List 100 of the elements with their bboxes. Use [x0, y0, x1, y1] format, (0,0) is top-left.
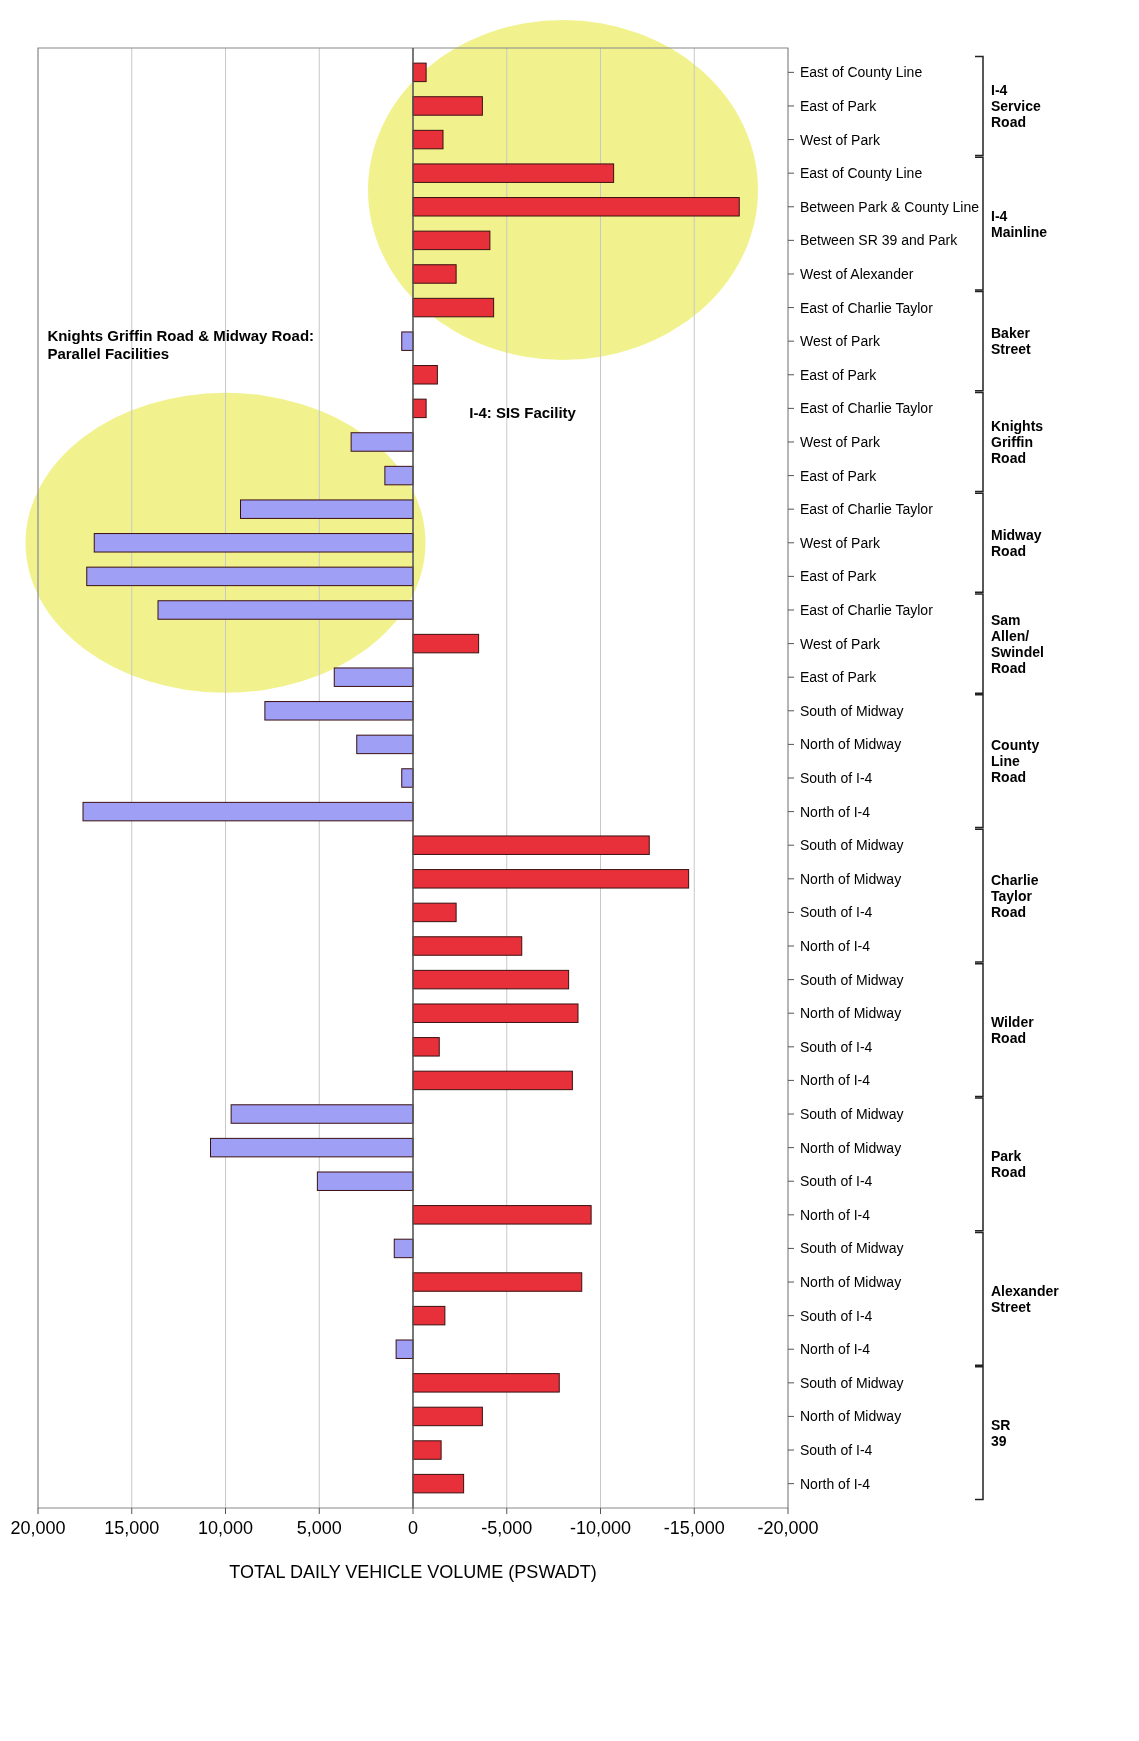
bar — [412, 1305, 446, 1326]
y-tick-label: West of Park — [800, 534, 881, 551]
bar — [412, 1473, 465, 1494]
y-tick-label: North of I-4 — [800, 1072, 871, 1089]
bar — [412, 365, 438, 385]
bar — [350, 432, 414, 452]
bar — [412, 869, 690, 889]
bar — [412, 1406, 483, 1427]
bar — [230, 1104, 414, 1124]
y-tick-label: East of Park — [800, 467, 878, 484]
bar — [412, 936, 523, 956]
y-tick-label: North of Midway — [800, 870, 902, 887]
bar — [412, 264, 457, 284]
bar — [395, 1339, 414, 1359]
text: Wilder Road — [991, 1014, 1035, 1047]
y-tick-label: Between Park & County Line — [800, 198, 980, 215]
text: I-4 Service Road — [991, 81, 1042, 130]
y-tick-label: East of Charlie Taylor — [800, 400, 934, 417]
y-tick-label: South of I-4 — [800, 1307, 873, 1324]
bar — [82, 801, 414, 822]
y-tick-label: North of Midway — [800, 1274, 902, 1291]
bar — [210, 1137, 414, 1158]
y-tick-label: East of Charlie Taylor — [800, 501, 934, 518]
y-tick-label: South of Midway — [800, 971, 904, 988]
bar — [412, 835, 650, 855]
y-tick-label: West of Park — [800, 635, 881, 652]
x-tick-label: 20,000 — [10, 1518, 66, 1538]
bar — [333, 667, 414, 687]
x-tick-label: -10,000 — [569, 1518, 632, 1538]
bar — [157, 600, 414, 620]
bar — [412, 297, 495, 318]
bar — [412, 633, 480, 654]
bar — [412, 197, 740, 217]
y-tick-label: Between SR 39 and Park — [800, 232, 959, 249]
y-tick-label: West of Alexander — [800, 265, 914, 282]
bar — [412, 902, 457, 923]
text: Midway Road — [991, 526, 1042, 559]
x-tick-label: 0 — [407, 1518, 419, 1538]
bar — [412, 129, 444, 150]
bar — [412, 969, 570, 990]
bar — [240, 499, 414, 519]
y-tick-label: East of Park — [800, 97, 878, 114]
bar — [93, 533, 414, 553]
text: Knights Griffin Road — [991, 417, 1044, 466]
bar — [384, 465, 414, 486]
y-tick-label: South of I-4 — [800, 904, 873, 921]
y-tick-label: South of Midway — [800, 837, 904, 854]
bar — [86, 566, 414, 587]
y-tick-label: North of I-4 — [800, 1341, 871, 1358]
text: Knights Griffin Road & Midway Road: Parallel Facilities — [47, 327, 315, 363]
text: Sam Allen/ Swindel Road — [991, 611, 1044, 676]
bar — [412, 1003, 579, 1023]
x-tick-label: 5,000 — [296, 1518, 342, 1538]
bar — [412, 1373, 560, 1393]
y-tick-label: East of County Line — [800, 165, 923, 182]
y-tick-label: South of Midway — [800, 1106, 904, 1123]
y-tick-label: West of Park — [800, 433, 881, 450]
y-tick-label: South of I-4 — [800, 770, 873, 786]
text: Park Road — [991, 1148, 1026, 1181]
y-tick-label: North of Midway — [800, 1005, 902, 1022]
bar — [356, 734, 414, 755]
bar — [401, 331, 414, 351]
y-tick-label: North of I-4 — [800, 803, 871, 820]
bar — [401, 768, 414, 788]
y-tick-label: East of Park — [800, 568, 878, 585]
y-tick-label: South of I-4 — [800, 1442, 873, 1459]
y-tick-label: South of I-4 — [800, 1173, 873, 1190]
y-tick-label: North of Midway — [800, 736, 902, 753]
bar — [412, 1272, 583, 1292]
y-tick-label: East of Park — [800, 366, 878, 383]
y-tick-label: North of I-4 — [800, 1206, 871, 1223]
bar — [412, 96, 483, 116]
y-tick-label: West of Park — [800, 333, 881, 350]
bar — [412, 398, 427, 419]
annotation: I-4: SIS Facility — [469, 404, 577, 422]
bar — [264, 701, 414, 721]
text: Charlie Taylor Road — [991, 871, 1039, 920]
bar — [412, 230, 491, 251]
text: Alexander Street — [991, 1282, 1060, 1315]
y-tick-label: South of Midway — [800, 1240, 904, 1257]
x-tick-label: 15,000 — [104, 1518, 160, 1538]
text: Baker Street — [991, 325, 1032, 358]
bar — [412, 1205, 592, 1225]
bar — [412, 163, 615, 183]
y-tick-label: South of I-4 — [800, 1038, 873, 1055]
y-tick-label: South of Midway — [800, 702, 904, 719]
bar — [412, 1440, 442, 1460]
bar — [316, 1171, 414, 1191]
bar — [412, 1070, 573, 1091]
x-tick-label: -15,000 — [663, 1518, 725, 1538]
y-tick-label: West of Park — [800, 131, 881, 148]
y-tick-label: North of I-4 — [800, 938, 871, 955]
text: County Line Road — [991, 737, 1040, 786]
y-tick-label: East of County Line — [800, 64, 923, 81]
text: I-4 Mainline — [991, 207, 1048, 240]
x-tick-label: -20,000 — [757, 1518, 819, 1538]
bar — [412, 1037, 440, 1057]
y-tick-label: East of Charlie Taylor — [800, 299, 934, 316]
bar — [412, 62, 427, 83]
y-tick-label: East of Charlie Taylor — [800, 601, 934, 618]
